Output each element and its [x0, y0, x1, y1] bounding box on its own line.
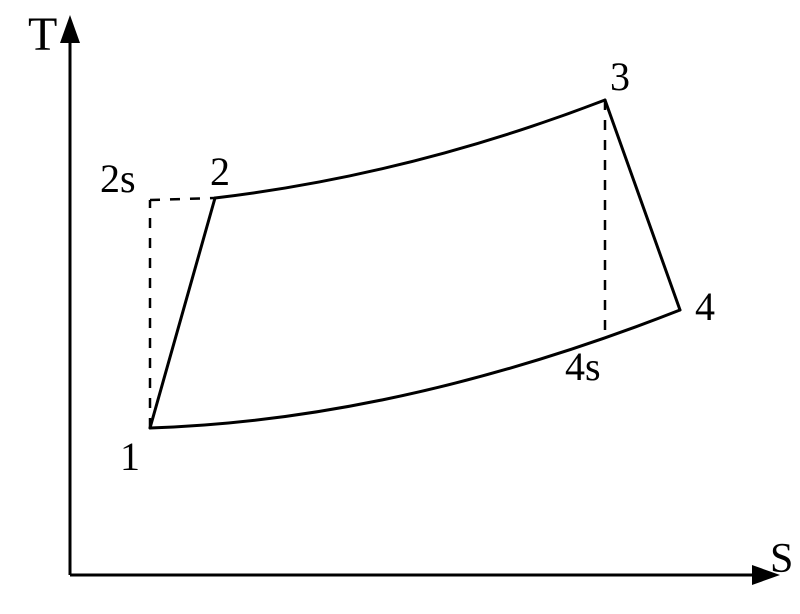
point-label-2: 2	[210, 149, 230, 194]
point-label-4s: 4s	[565, 344, 601, 389]
point-label-3: 3	[610, 54, 630, 99]
y-axis-label: T	[28, 8, 57, 61]
point-label-2s: 2s	[100, 156, 136, 201]
x-axis-label: S	[770, 536, 793, 582]
point-label-1: 1	[120, 434, 140, 479]
point-label-4: 4	[695, 284, 715, 329]
